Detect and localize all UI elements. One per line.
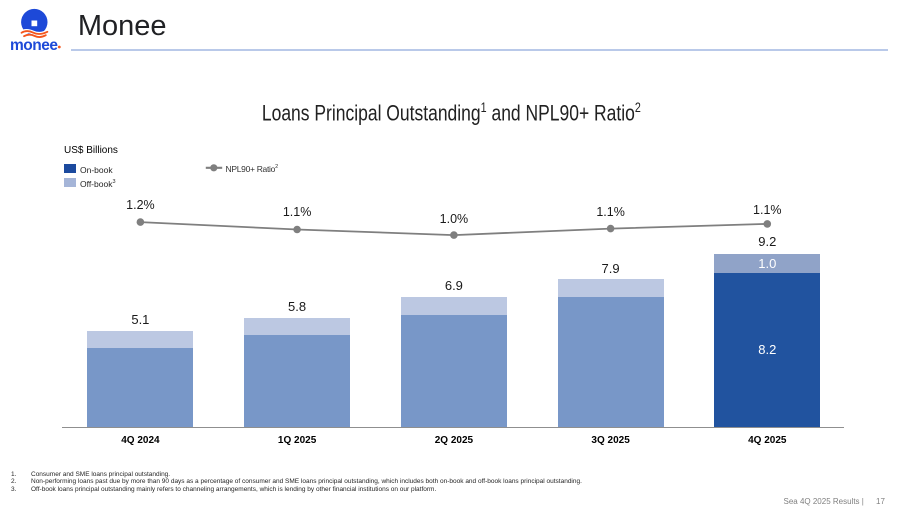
svg-text:monee: monee: [10, 37, 58, 54]
